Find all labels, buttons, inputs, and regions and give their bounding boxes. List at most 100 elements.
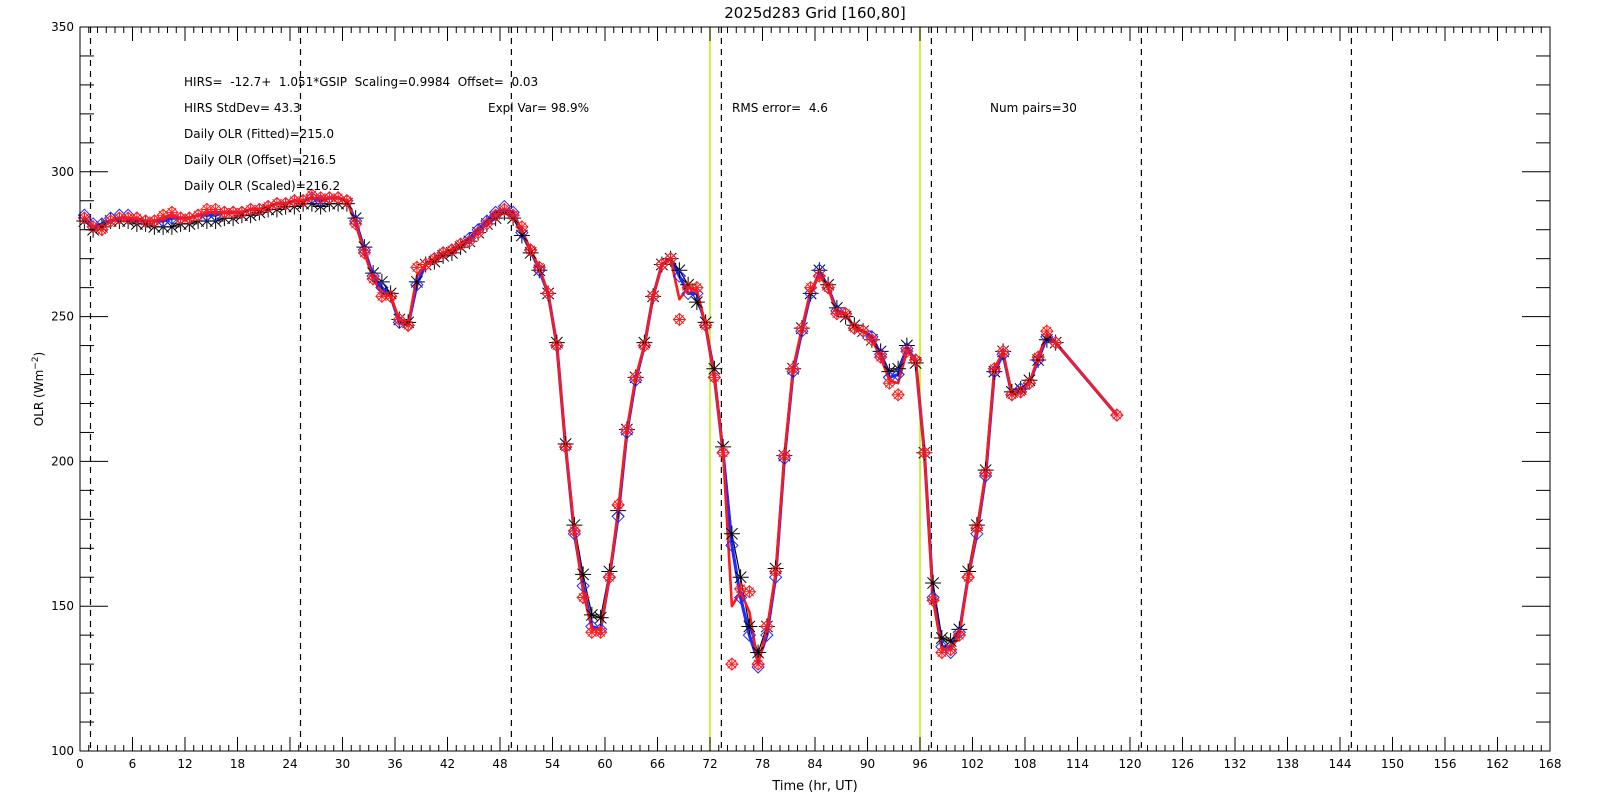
x-tick-label: 24 xyxy=(282,757,297,771)
asterisk-marker xyxy=(883,377,896,390)
asterisk-marker xyxy=(253,203,266,216)
asterisk-marker xyxy=(542,287,555,300)
x-tick-label: 156 xyxy=(1434,757,1457,771)
diamond-marker xyxy=(410,278,424,292)
asterisk-marker xyxy=(997,345,1010,358)
asterisk-marker xyxy=(708,371,721,384)
x-tick-label: 30 xyxy=(335,757,350,771)
diamond-marker xyxy=(777,451,792,466)
x-tick-label: 60 xyxy=(597,757,612,771)
y-tick-label: 200 xyxy=(51,454,74,468)
asterisk-marker xyxy=(918,446,931,459)
asterisk-marker xyxy=(515,220,528,233)
y-tick-label: 100 xyxy=(51,744,74,758)
diamond-marker xyxy=(611,509,625,524)
x-tick-label: 90 xyxy=(860,757,875,771)
asterisk-marker xyxy=(104,215,117,228)
x-tick-label: 72 xyxy=(702,757,717,771)
asterisk-marker xyxy=(498,203,511,216)
asterisk-marker xyxy=(822,281,835,294)
asterisk-marker xyxy=(699,319,712,332)
asterisk-marker xyxy=(664,252,677,265)
asterisk-marker xyxy=(472,226,485,239)
asterisk-marker xyxy=(804,281,817,294)
x-tick-label: 84 xyxy=(807,757,822,771)
y-axis-label-close: ) xyxy=(32,352,46,357)
diamond-marker xyxy=(532,263,547,277)
asterisk-marker xyxy=(87,220,100,233)
asterisk-marker xyxy=(235,206,248,219)
diamond-marker xyxy=(628,373,643,388)
x-tick-label: 48 xyxy=(492,757,507,771)
asterisk-marker xyxy=(717,446,730,459)
x-tick-label: 0 xyxy=(76,757,84,771)
asterisk-marker xyxy=(935,646,948,659)
asterisk-marker xyxy=(419,258,432,271)
asterisk-marker xyxy=(550,339,563,352)
x-tick-label: 120 xyxy=(1119,757,1142,771)
asterisk-marker xyxy=(209,203,222,216)
asterisk-marker xyxy=(1023,377,1036,390)
asterisk-marker xyxy=(95,223,108,236)
asterisk-marker xyxy=(148,215,161,228)
asterisk-marker xyxy=(673,313,686,326)
asterisk-marker xyxy=(1049,336,1062,349)
asterisk-marker xyxy=(192,209,205,222)
daily-olr-fitted-annotation: Daily OLR (Fitted)=215.0 xyxy=(184,127,334,141)
asterisk-marker xyxy=(1014,385,1027,398)
asterisk-marker xyxy=(909,354,922,367)
asterisk-marker xyxy=(1032,351,1045,364)
asterisk-marker xyxy=(402,319,415,332)
y-axis-label-main: OLR (Wm xyxy=(32,370,46,427)
asterisk-marker xyxy=(688,294,705,311)
asterisk-marker xyxy=(787,362,800,375)
asterisk-marker xyxy=(638,339,651,352)
asterisk-marker xyxy=(970,522,983,535)
asterisk-marker xyxy=(428,252,441,265)
x-tick-label: 12 xyxy=(177,757,192,771)
asterisk-marker xyxy=(725,658,738,671)
asterisk-marker xyxy=(813,270,826,283)
diamond-marker xyxy=(978,469,993,483)
asterisk-marker xyxy=(839,307,852,320)
x-tick-label: 102 xyxy=(961,757,984,771)
asterisk-marker xyxy=(603,571,616,584)
diamond-marker xyxy=(760,628,774,642)
x-tick-label: 108 xyxy=(1014,757,1037,771)
asterisk-marker xyxy=(690,281,703,294)
explained-variance-annotation: Expl Var= 98.9% xyxy=(488,101,589,115)
asterisk-marker xyxy=(408,273,425,290)
diamond-marker xyxy=(305,191,319,205)
asterisk-marker xyxy=(393,313,406,326)
asterisk-marker xyxy=(874,351,887,364)
asterisk-marker xyxy=(655,258,668,271)
num-pairs-annotation: Num pairs=30 xyxy=(990,101,1077,115)
diamond-marker xyxy=(751,660,765,674)
asterisk-marker xyxy=(925,575,942,592)
series-line-1 xyxy=(83,196,1119,663)
x-tick-label: 18 xyxy=(230,757,245,771)
asterisk-marker xyxy=(848,322,861,335)
asterisk-marker xyxy=(78,212,91,225)
asterisk-marker xyxy=(760,620,773,633)
asterisk-marker xyxy=(454,238,467,251)
asterisk-marker xyxy=(865,333,878,346)
asterisk-marker xyxy=(795,322,808,335)
diamond-marker xyxy=(725,538,739,553)
y-tick-label: 150 xyxy=(51,599,74,613)
fit-equation-annotation: HIRS= -12.7+ 1.051*GSIP Scaling=0.9984 O… xyxy=(184,75,538,89)
x-tick-label: 162 xyxy=(1486,757,1509,771)
asterisk-marker xyxy=(437,246,450,259)
daily-olr-scaled-annotation: Daily OLR (Scaled)=216.2 xyxy=(184,179,340,193)
asterisk-marker xyxy=(489,209,502,222)
x-tick-label: 96 xyxy=(912,757,927,771)
asterisk-marker xyxy=(1110,409,1123,422)
x-tick-label: 132 xyxy=(1224,757,1247,771)
x-tick-label: 168 xyxy=(1539,757,1562,771)
series-lines xyxy=(83,196,1119,666)
asterisk-marker xyxy=(262,200,275,213)
x-tick-label: 138 xyxy=(1276,757,1299,771)
window-marker-lines xyxy=(709,27,921,751)
asterisk-marker xyxy=(480,217,493,230)
asterisk-marker xyxy=(734,582,747,595)
